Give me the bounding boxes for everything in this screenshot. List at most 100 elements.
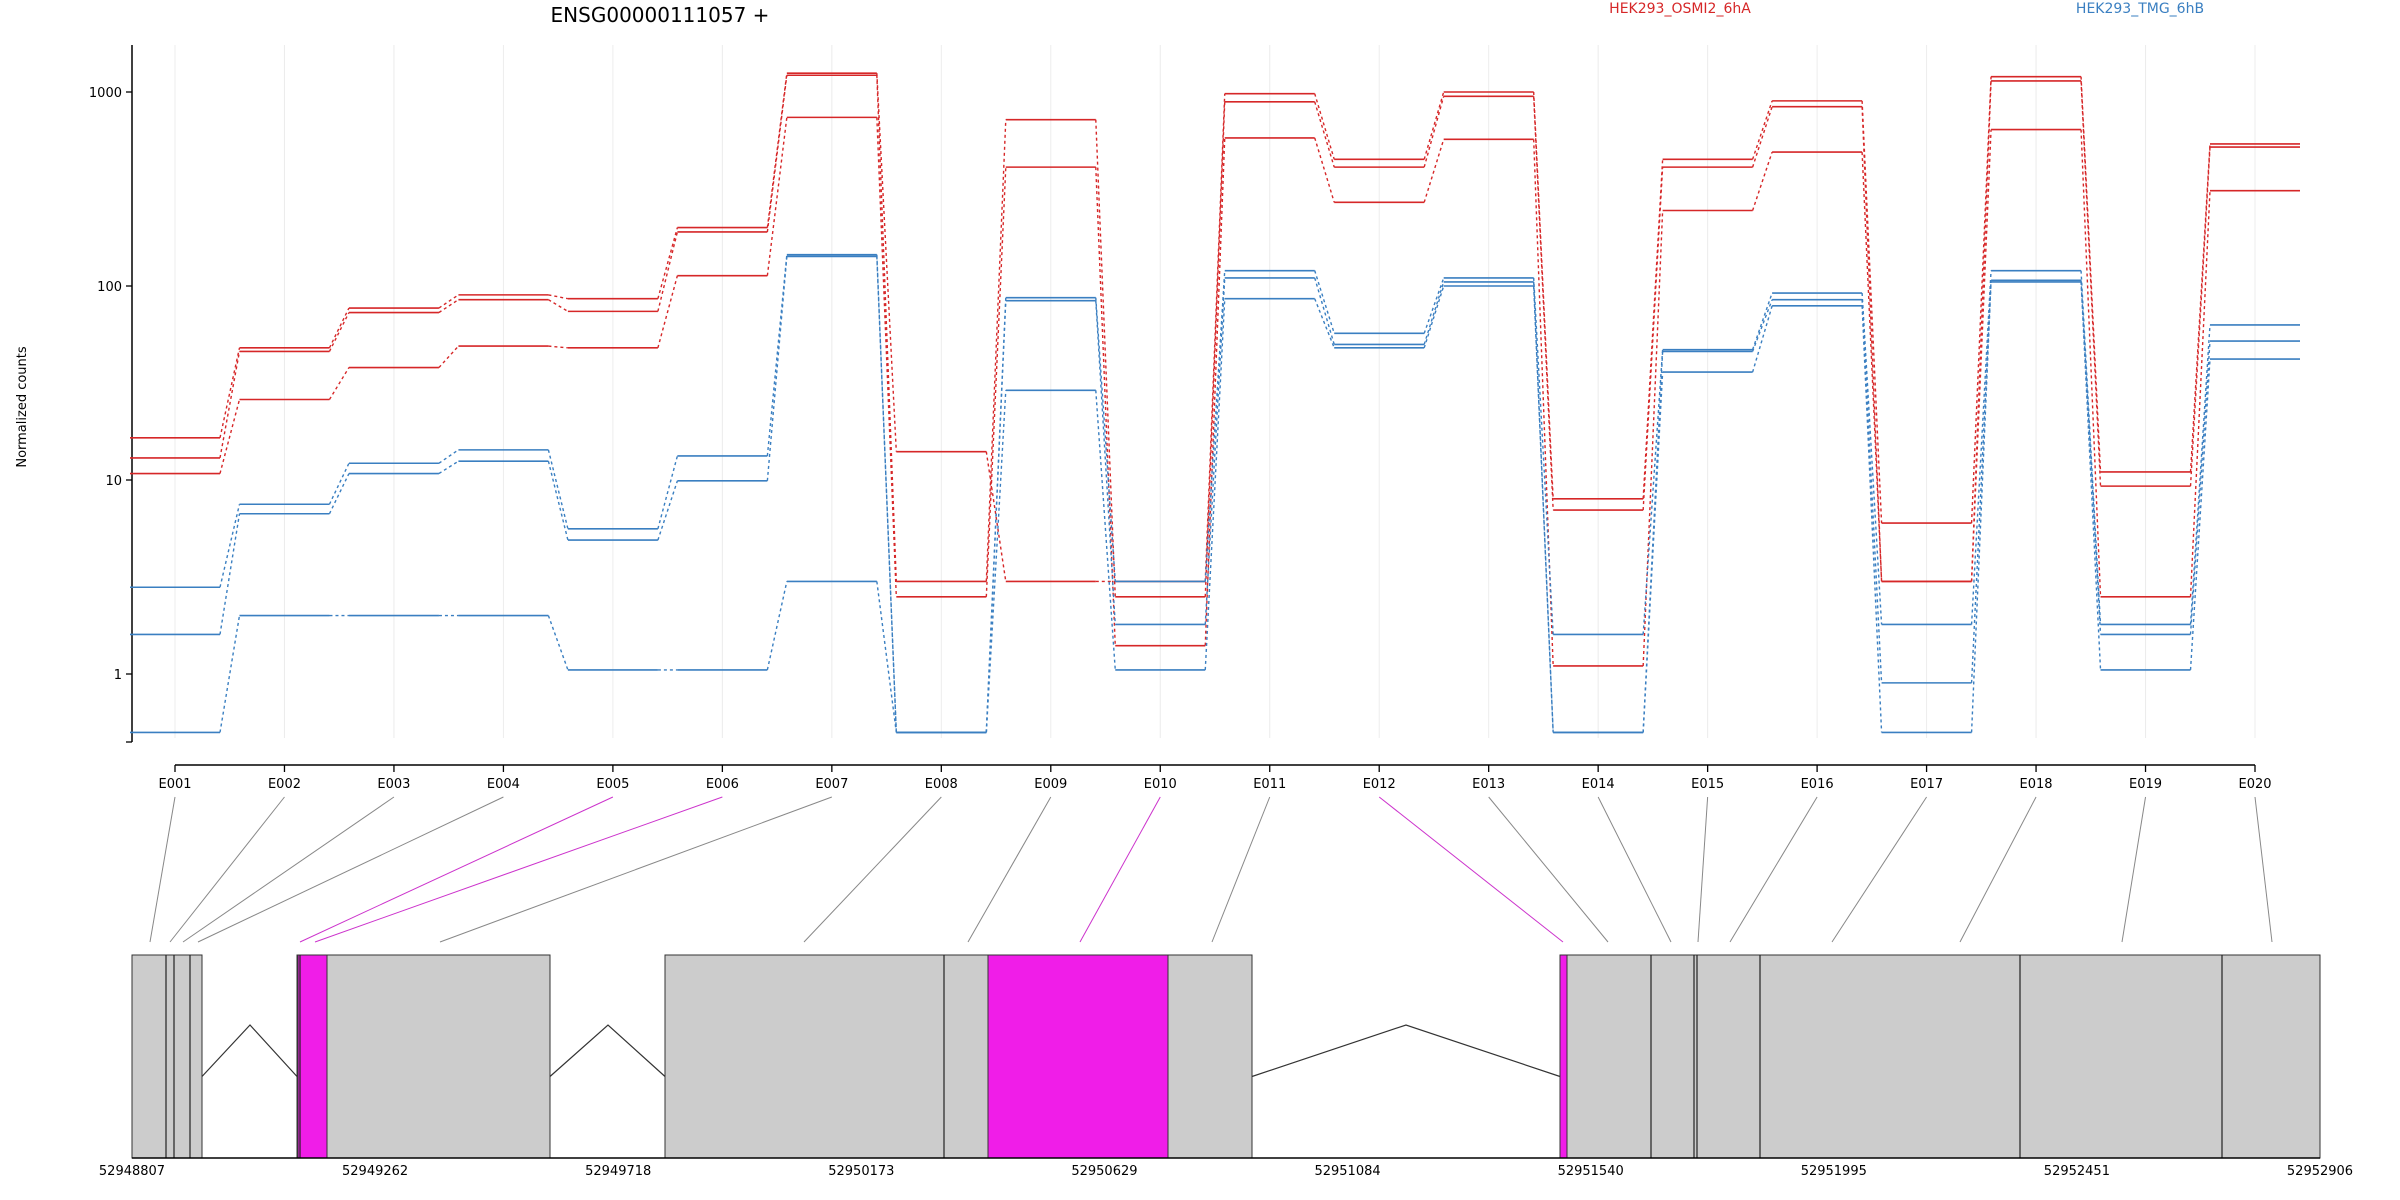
- connector-e009: [967, 796, 1052, 943]
- connector-e002: [169, 796, 285, 943]
- series-1-link-19: [2189, 147, 2211, 487]
- series-3-link-6: [766, 254, 788, 457]
- coord-label-1: 52949262: [342, 1164, 408, 1179]
- series-3-link-15: [1751, 292, 1773, 350]
- y-tick-label-10: 10: [105, 474, 122, 489]
- coord-label-0: 52948807: [99, 1164, 165, 1179]
- series-5-link-14: [1642, 372, 1664, 733]
- series-5-link-7: [876, 581, 898, 733]
- series-0-link-1: [219, 347, 241, 438]
- series-2-link-3: [438, 345, 459, 368]
- exon-label-e013: E013: [1472, 777, 1505, 792]
- series-1-link-18: [2080, 80, 2102, 487]
- series-0-link-5: [657, 227, 679, 299]
- chart-title: ENSG00000111057 +: [551, 3, 770, 27]
- exon-label-e009: E009: [1034, 777, 1067, 792]
- series-2-link-14: [1642, 210, 1664, 666]
- series-0-link-7: [876, 73, 898, 452]
- series-3-link-1: [219, 504, 241, 588]
- series-4-link-10: [1204, 277, 1226, 625]
- series-2-link-4: [548, 345, 568, 349]
- series-4-link-19: [2189, 341, 2211, 635]
- connector-e019: [2121, 796, 2147, 943]
- exon-label-e019: E019: [2129, 777, 2162, 792]
- series-5-link-9: [1095, 390, 1116, 670]
- exon-label-e005: E005: [596, 777, 629, 792]
- series-2-link-12: [1423, 139, 1445, 203]
- connector-e017: [1831, 796, 1927, 943]
- series-1-link-3: [438, 299, 459, 314]
- y-axis-label: Normalized counts: [15, 346, 30, 468]
- series-5-link-15: [1751, 305, 1773, 373]
- series-5-link-18: [2080, 281, 2102, 670]
- series-4-link-3: [438, 460, 459, 475]
- series-1-link-5: [657, 231, 679, 312]
- connector-e015: [1697, 796, 1709, 943]
- exon-label-e010: E010: [1144, 777, 1177, 792]
- series-1-link-2: [328, 312, 350, 352]
- series-4-link-15: [1751, 299, 1773, 352]
- series-0-link-13: [1532, 91, 1554, 499]
- series-2-link-15: [1751, 151, 1773, 211]
- y-tick-label-100: 100: [97, 280, 122, 295]
- series-3: [130, 253, 2300, 734]
- coord-label-5: 52951084: [1314, 1164, 1380, 1179]
- series-5-link-4: [547, 615, 569, 671]
- exon-label-e020: E020: [2238, 777, 2271, 792]
- series-0-link-11: [1314, 93, 1335, 160]
- exon-label-e006: E006: [706, 777, 739, 792]
- coord-label-6: 52951540: [1558, 1164, 1624, 1179]
- series-5: [130, 281, 2300, 734]
- series-4-link-18: [2080, 280, 2102, 635]
- series-1-link-14: [1642, 167, 1664, 511]
- series-1: [130, 74, 2300, 598]
- legend-entry-tmg: HEK293_TMG_6hB: [2076, 1, 2204, 17]
- series-2-link-11: [1314, 137, 1335, 203]
- axes: 1 10 100 1000: [89, 45, 2256, 772]
- gene-model: [131, 954, 2321, 1159]
- connector-e020: [2254, 796, 2273, 943]
- connector-e001: [149, 796, 176, 943]
- series-3-link-16: [1861, 292, 1883, 625]
- connector-e012: [1378, 796, 1564, 943]
- series-1-link-11: [1314, 101, 1335, 168]
- series-2-link-9: [1095, 167, 1116, 646]
- series-4-link-5: [657, 480, 679, 541]
- exon-label-e016: E016: [1801, 777, 1834, 792]
- series-3-link-2: [328, 462, 350, 505]
- series-0-link-3: [438, 294, 459, 309]
- exon-label-e008: E008: [925, 777, 958, 792]
- exon-connectors: [149, 796, 2273, 943]
- series-4-link-6: [766, 256, 788, 481]
- coord-label-2: 52949718: [585, 1164, 651, 1179]
- series-4-link-17: [1970, 280, 1992, 683]
- coord-label-3: 52950173: [828, 1164, 894, 1179]
- series-0-link-19: [2189, 143, 2211, 473]
- series-3-link-12: [1423, 277, 1445, 334]
- series-lines: [130, 72, 2300, 734]
- series-0-link-17: [1970, 76, 1992, 524]
- series-3-link-4: [547, 449, 569, 530]
- exon-label-e018: E018: [2020, 777, 2053, 792]
- series-5-link-12: [1423, 285, 1445, 349]
- series-3-link-18: [2080, 270, 2102, 625]
- exon-label-e002: E002: [268, 777, 301, 792]
- series-5-link-13: [1532, 285, 1554, 733]
- series-2: [130, 116, 2300, 667]
- exon-block-1: [131, 954, 203, 1159]
- series-1-link-7: [876, 75, 898, 582]
- series-0-link-16: [1861, 100, 1883, 524]
- series-5-link-19: [2189, 359, 2211, 670]
- connector-e008: [803, 796, 942, 943]
- exon-block-2: [296, 954, 551, 1159]
- series-4-link-8: [985, 300, 1007, 733]
- intron-line-1: [201, 1024, 298, 1077]
- coord-label-7: 52951995: [1801, 1164, 1867, 1179]
- series-5-link-16: [1861, 305, 1883, 733]
- connector-e013: [1488, 796, 1609, 943]
- connector-e018: [1959, 796, 2037, 943]
- exon-label-e001: E001: [158, 777, 191, 792]
- coord-label-4: 52950629: [1071, 1164, 1137, 1179]
- exon-label-e003: E003: [377, 777, 410, 792]
- series-4-link-14: [1642, 351, 1664, 733]
